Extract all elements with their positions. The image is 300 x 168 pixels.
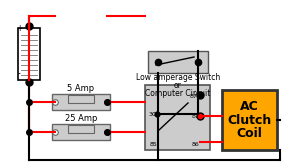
Bar — [68, 95, 94, 103]
Bar — [145, 85, 210, 150]
Text: Clutch: Clutch — [227, 114, 272, 127]
Bar — [148, 51, 208, 73]
Text: 85: 85 — [150, 142, 158, 148]
Bar — [52, 124, 110, 140]
Text: 86: 86 — [192, 142, 200, 148]
Text: Coil: Coil — [237, 127, 262, 140]
Text: Low amperage Switch: Low amperage Switch — [136, 73, 220, 82]
Text: AC: AC — [240, 100, 259, 113]
Bar — [68, 125, 94, 133]
Text: 87A: 87A — [190, 94, 202, 99]
Text: 30: 30 — [149, 112, 157, 117]
Text: 87: 87 — [192, 114, 200, 119]
Bar — [18, 28, 40, 80]
Bar — [222, 90, 277, 150]
Text: +: + — [16, 24, 22, 33]
Text: 25 Amp: 25 Amp — [65, 114, 97, 123]
Text: or: or — [174, 81, 182, 90]
Bar — [52, 94, 110, 110]
Text: Computer Circuit: Computer Circuit — [145, 89, 211, 98]
Text: -: - — [18, 69, 20, 78]
Text: 5 Amp: 5 Amp — [68, 84, 94, 93]
